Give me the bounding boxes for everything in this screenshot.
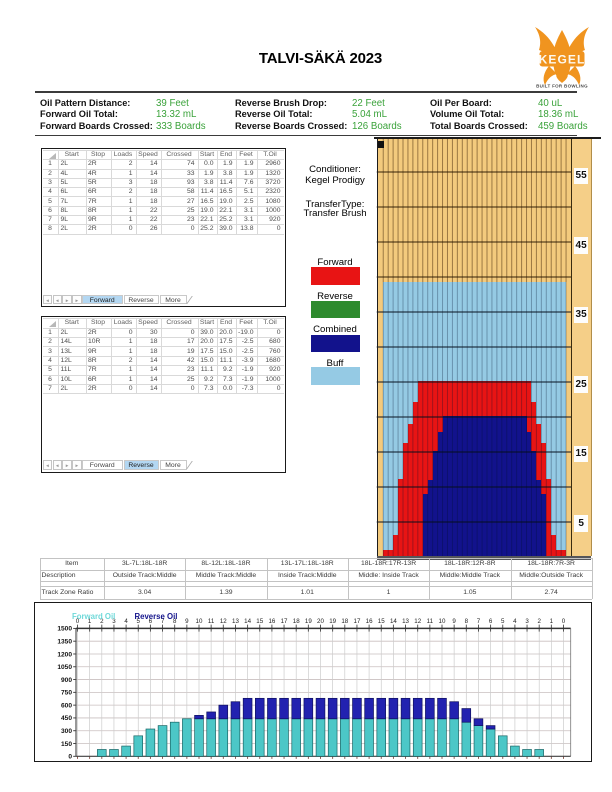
svg-text:4: 4: [124, 618, 128, 625]
svg-text:14: 14: [244, 618, 251, 625]
svg-text:19: 19: [305, 618, 312, 625]
svg-text:300: 300: [61, 728, 72, 735]
svg-text:900: 900: [61, 677, 72, 684]
svg-text:7: 7: [161, 618, 165, 625]
svg-text:1500: 1500: [57, 626, 72, 633]
svg-text:16: 16: [366, 618, 373, 625]
svg-text:5: 5: [137, 618, 141, 625]
svg-text:7: 7: [477, 618, 481, 625]
svg-text:2: 2: [537, 618, 541, 625]
svg-text:14: 14: [390, 618, 397, 625]
svg-text:600: 600: [61, 702, 72, 709]
svg-text:2: 2: [100, 618, 104, 625]
svg-text:13: 13: [232, 618, 239, 625]
svg-text:1: 1: [550, 618, 554, 625]
svg-text:150: 150: [61, 741, 72, 748]
svg-text:20: 20: [317, 618, 324, 625]
svg-text:3: 3: [112, 618, 116, 625]
svg-text:1050: 1050: [57, 664, 72, 671]
svg-text:BUILT FOR BOWLING: BUILT FOR BOWLING: [536, 84, 588, 89]
svg-text:3: 3: [525, 618, 529, 625]
svg-text:9: 9: [185, 618, 189, 625]
svg-text:17: 17: [281, 618, 288, 625]
svg-text:KEGEL: KEGEL: [539, 53, 586, 67]
svg-text:8: 8: [465, 618, 469, 625]
svg-text:6: 6: [489, 618, 493, 625]
svg-text:18: 18: [341, 618, 348, 625]
svg-text:11: 11: [208, 618, 215, 625]
svg-text:8: 8: [173, 618, 177, 625]
svg-text:15: 15: [378, 618, 385, 625]
svg-text:0: 0: [562, 618, 566, 625]
svg-text:19: 19: [329, 618, 336, 625]
svg-text:0: 0: [68, 754, 72, 761]
svg-text:11: 11: [427, 618, 434, 625]
svg-text:12: 12: [220, 618, 227, 625]
svg-text:16: 16: [268, 618, 275, 625]
svg-text:5: 5: [501, 618, 505, 625]
svg-text:4: 4: [513, 618, 517, 625]
svg-text:17: 17: [354, 618, 361, 625]
svg-text:750: 750: [61, 690, 72, 697]
svg-text:18: 18: [293, 618, 300, 625]
svg-text:13: 13: [402, 618, 409, 625]
svg-text:1200: 1200: [57, 651, 72, 658]
svg-text:12: 12: [414, 618, 421, 625]
svg-text:0: 0: [76, 618, 80, 625]
svg-text:1350: 1350: [57, 638, 72, 645]
svg-text:1: 1: [88, 618, 92, 625]
svg-text:450: 450: [61, 715, 72, 722]
svg-text:9: 9: [452, 618, 456, 625]
svg-text:10: 10: [439, 618, 446, 625]
svg-text:6: 6: [149, 618, 153, 625]
svg-text:10: 10: [196, 618, 203, 625]
svg-text:15: 15: [256, 618, 263, 625]
